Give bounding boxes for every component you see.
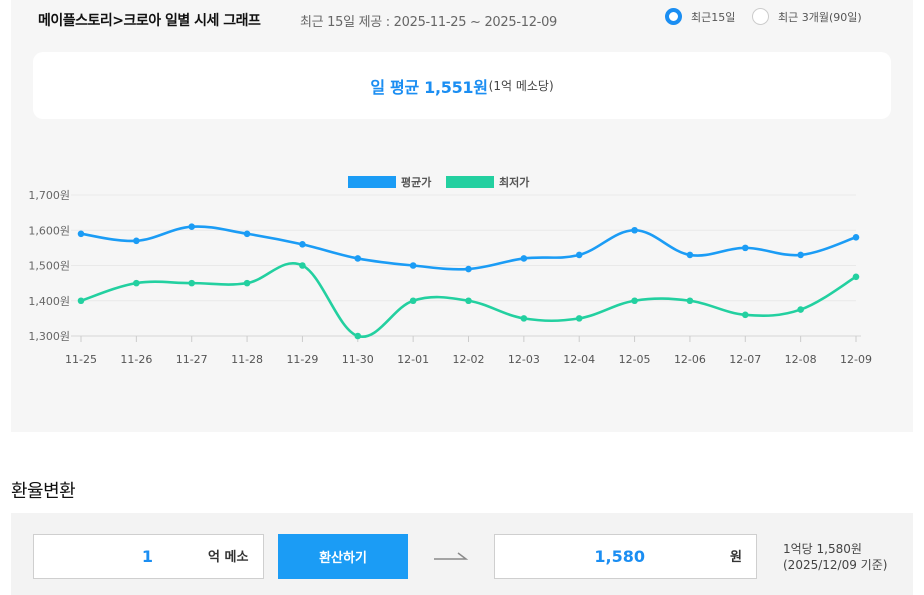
- data-point: [465, 265, 472, 273]
- series-points: [77, 223, 860, 340]
- data-point: [797, 251, 804, 259]
- x-tick-label: 12-01: [397, 353, 429, 366]
- x-tick-label: 12-02: [453, 353, 485, 366]
- data-point: [852, 234, 860, 241]
- x-tick-label: 12-04: [563, 353, 595, 366]
- exchange-converter: 1 억 메소 환산하기 1,580 원 1억당 1,580원 (2025/12/…: [11, 513, 913, 595]
- meso-amount-value[interactable]: 1: [141, 547, 153, 566]
- data-point: [133, 237, 140, 245]
- data-point: [188, 279, 196, 287]
- x-tick-label: 11-29: [286, 353, 318, 366]
- exchange-section-title: 환율변환: [11, 481, 76, 502]
- data-point: [575, 251, 583, 259]
- exchange-rate-date: (2025/12/09 기준): [783, 558, 888, 572]
- x-tick-label: 12-07: [729, 353, 761, 366]
- data-point: [520, 315, 528, 322]
- x-tick-label: 11-28: [231, 353, 263, 366]
- data-point: [575, 315, 583, 322]
- meso-unit-label: 억 메소: [208, 550, 249, 565]
- series-lines: [80, 225, 857, 338]
- x-tick-label: 12-09: [840, 353, 872, 366]
- x-tick-label: 11-27: [176, 353, 208, 366]
- y-tick-label: 1,600원: [28, 224, 70, 237]
- x-axis: 11-25 11-26 11-27 11-28 11-29 11-30 12-01 12-02…: [65, 335, 872, 366]
- convert-button[interactable]: 환산하기: [278, 534, 408, 579]
- x-tick-label: 11-25: [65, 353, 97, 366]
- data-point: [354, 332, 362, 340]
- range-option-15days[interactable]: 최근15일: [665, 8, 735, 25]
- y-tick-label: 1,400원: [28, 295, 70, 308]
- series-line-0: [80, 225, 857, 271]
- data-point: [631, 297, 638, 305]
- data-point: [686, 297, 694, 305]
- range-option-label: 최근15일: [691, 10, 736, 24]
- data-point: [409, 297, 417, 305]
- radio-unselected-icon[interactable]: [752, 8, 769, 25]
- legend-swatch: [446, 176, 494, 188]
- legend-swatch: [348, 176, 396, 188]
- data-point: [797, 306, 804, 313]
- data-point: [77, 297, 85, 305]
- meso-amount-input[interactable]: 1 억 메소: [33, 534, 264, 579]
- exchange-rate-info: 1억당 1,580원 (2025/12/09 기준): [783, 541, 887, 573]
- average-price: 일 평균 1,551원: [370, 77, 488, 97]
- data-point: [243, 230, 251, 238]
- data-point: [465, 297, 472, 305]
- data-point: [77, 230, 85, 238]
- legend-label: 최저가: [499, 175, 529, 189]
- data-point: [409, 262, 417, 269]
- data-point: [243, 279, 251, 287]
- arrow-right-icon: [434, 552, 469, 560]
- data-point: [133, 279, 140, 287]
- series-line-1: [80, 262, 857, 338]
- chart-legend[interactable]: 평균가 최저가: [348, 175, 529, 189]
- x-tick-label: 11-30: [342, 353, 374, 366]
- data-point: [299, 241, 306, 248]
- data-point: [741, 244, 749, 252]
- legend-label: 평균가: [401, 175, 431, 189]
- y-tick-label: 1,500원: [28, 260, 70, 273]
- x-tick-label: 11-26: [120, 353, 152, 366]
- x-tick-label: 12-05: [619, 353, 651, 366]
- y-axis: 1,300원 1,400원 1,500원 1,600원 1,700원: [28, 189, 70, 343]
- x-tick-label: 12-03: [508, 353, 540, 366]
- data-point: [741, 311, 749, 319]
- range-option-label: 최근 3개월(90일): [778, 10, 862, 24]
- radio-selected-icon[interactable]: [665, 8, 682, 25]
- data-point: [520, 255, 528, 262]
- x-tick-label: 12-06: [674, 353, 706, 366]
- exchange-rate-text: 1억당 1,580원: [783, 542, 862, 556]
- data-point: [188, 223, 196, 231]
- data-point: [299, 262, 306, 269]
- won-unit-label: 원: [730, 550, 742, 565]
- data-point: [354, 255, 362, 262]
- range-option-90days[interactable]: 최근 3개월(90일): [752, 8, 862, 25]
- data-point: [631, 226, 638, 234]
- average-price-box: 일 평균 1,551원 (1억 메소당): [33, 52, 891, 119]
- page-title: 메이플스토리>크로아 일별 시세 그래프: [38, 13, 261, 29]
- y-tick-label: 1,700원: [28, 189, 70, 202]
- data-point: [852, 273, 860, 281]
- data-point: [686, 251, 694, 259]
- y-tick-label: 1,300원: [28, 330, 70, 343]
- date-range-subtitle: 최근 15일 제공 : 2025-11-25 ~ 2025-12-09: [300, 15, 558, 30]
- won-amount-output[interactable]: 1,580 원: [494, 534, 757, 579]
- x-tick-label: 12-08: [785, 353, 817, 366]
- won-amount-value: 1,580: [594, 547, 645, 566]
- average-price-unit: (1억 메소당): [488, 79, 554, 93]
